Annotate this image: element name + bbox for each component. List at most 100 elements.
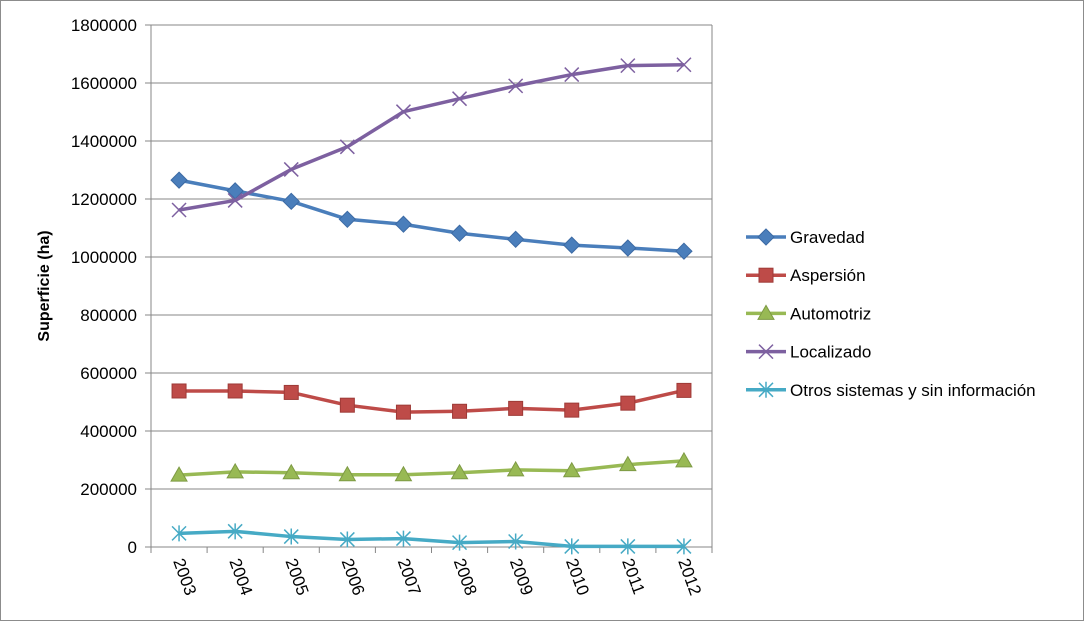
data-point-marker xyxy=(283,161,299,177)
x-tick-label: 2009 xyxy=(506,556,537,598)
data-point-marker xyxy=(170,171,188,189)
legend-entry: Automotriz xyxy=(746,304,871,323)
data-point-marker xyxy=(508,400,524,416)
data-point-marker xyxy=(394,215,413,233)
x-tick-labels: 2003 2004 2005 2006 2007 2008 2009 2010 2011 2012 xyxy=(169,556,705,598)
legend: Gravedad Aspersión Automotriz Localizado Otr… xyxy=(746,228,1036,400)
data-point-marker xyxy=(618,455,637,472)
legend-marker xyxy=(757,304,775,320)
data-point-marker xyxy=(171,525,187,542)
legend-entry: Aspersión xyxy=(746,266,866,285)
data-point-marker xyxy=(338,210,357,229)
data-point-marker xyxy=(676,382,692,398)
data-point-marker xyxy=(339,397,355,413)
data-point-marker xyxy=(226,462,245,479)
series-0 xyxy=(170,171,693,260)
data-point-marker xyxy=(395,104,411,120)
data-point-marker xyxy=(395,530,411,547)
x-tick-label: 2012 xyxy=(674,556,705,598)
y-axis-label: Superficie (ha) xyxy=(36,230,53,341)
series-line xyxy=(178,62,684,212)
legend-marker xyxy=(758,267,774,283)
data-point-marker xyxy=(620,58,636,74)
legend-label: Gravedad xyxy=(790,228,865,247)
data-point-marker xyxy=(283,528,299,545)
data-point-marker xyxy=(171,383,187,399)
data-point-marker xyxy=(227,192,243,208)
data-point-marker xyxy=(620,538,636,555)
data-point-marker xyxy=(506,460,525,477)
legend-marker xyxy=(758,344,774,360)
data-point-marker xyxy=(339,531,355,548)
series-line xyxy=(178,529,684,549)
legend-entry: Gravedad xyxy=(746,228,865,247)
data-point-marker xyxy=(452,91,468,107)
y-tick-label: 0 xyxy=(128,538,137,557)
data-point-marker xyxy=(227,383,243,399)
data-point-marker xyxy=(450,224,469,242)
x-tick-label: 2011 xyxy=(618,556,648,597)
data-point-marker xyxy=(506,230,525,249)
data-point-marker xyxy=(564,67,580,83)
x-tick-label: 2006 xyxy=(338,556,369,598)
series-group xyxy=(170,57,693,555)
data-point-marker xyxy=(620,395,636,411)
legend-label: Otros sistemas y sin información xyxy=(790,381,1036,400)
x-tick-label: 2003 xyxy=(169,556,200,598)
data-point-marker xyxy=(562,461,581,478)
data-point-marker xyxy=(675,451,693,468)
data-point-marker xyxy=(676,538,692,555)
legend-label: Aspersión xyxy=(790,266,866,285)
y-tick-label: 600000 xyxy=(80,364,137,383)
data-point-marker xyxy=(508,533,524,550)
data-point-marker xyxy=(508,78,524,94)
x-tick-label: 2008 xyxy=(450,556,481,598)
data-point-marker xyxy=(675,242,693,260)
legend-entry: Otros sistemas y sin información xyxy=(746,381,1036,400)
data-point-marker xyxy=(564,402,580,418)
data-point-marker xyxy=(171,202,187,218)
y-tick-label: 1600000 xyxy=(71,74,137,93)
data-point-marker xyxy=(338,465,357,482)
data-point-marker xyxy=(452,534,468,551)
data-point-marker xyxy=(452,403,468,419)
data-point-marker xyxy=(563,236,581,254)
x-tick-label: 2005 xyxy=(281,556,312,598)
data-point-marker xyxy=(283,384,299,400)
data-point-marker xyxy=(676,57,692,73)
legend-label: Localizado xyxy=(790,343,871,362)
y-tick-label: 400000 xyxy=(80,422,137,441)
data-point-marker xyxy=(450,463,469,480)
y-tick-label: 1400000 xyxy=(71,132,137,151)
series-1 xyxy=(171,382,692,420)
x-tick-label: 2010 xyxy=(562,556,593,598)
data-point-marker xyxy=(339,139,355,155)
y-tick-label: 1200000 xyxy=(71,190,137,209)
series-2 xyxy=(170,451,693,482)
data-point-marker xyxy=(619,239,637,257)
data-point-marker xyxy=(170,466,188,482)
legend-marker xyxy=(757,228,775,246)
data-point-marker xyxy=(282,463,301,480)
x-tick-label: 2007 xyxy=(394,556,425,598)
series-line xyxy=(179,388,685,414)
series-4 xyxy=(171,523,692,555)
data-point-marker xyxy=(394,465,413,482)
y-tick-label: 200000 xyxy=(80,480,137,499)
series-3 xyxy=(171,57,692,218)
data-point-marker xyxy=(227,523,243,540)
legend-marker xyxy=(758,381,774,398)
legend-label: Automotriz xyxy=(790,304,871,323)
series-line xyxy=(178,459,685,477)
x-tick-label: 2004 xyxy=(225,556,256,598)
data-point-marker xyxy=(282,192,300,211)
series-line xyxy=(178,178,685,253)
y-tick-label: 800000 xyxy=(80,306,137,325)
data-point-marker xyxy=(395,404,411,420)
y-tick-labels: 0 200000 400000 600000 800000 1000000 1200000 1… xyxy=(71,16,137,557)
legend-entry: Localizado xyxy=(746,343,871,362)
data-point-marker xyxy=(564,538,580,555)
y-tick-label: 1800000 xyxy=(71,16,137,35)
